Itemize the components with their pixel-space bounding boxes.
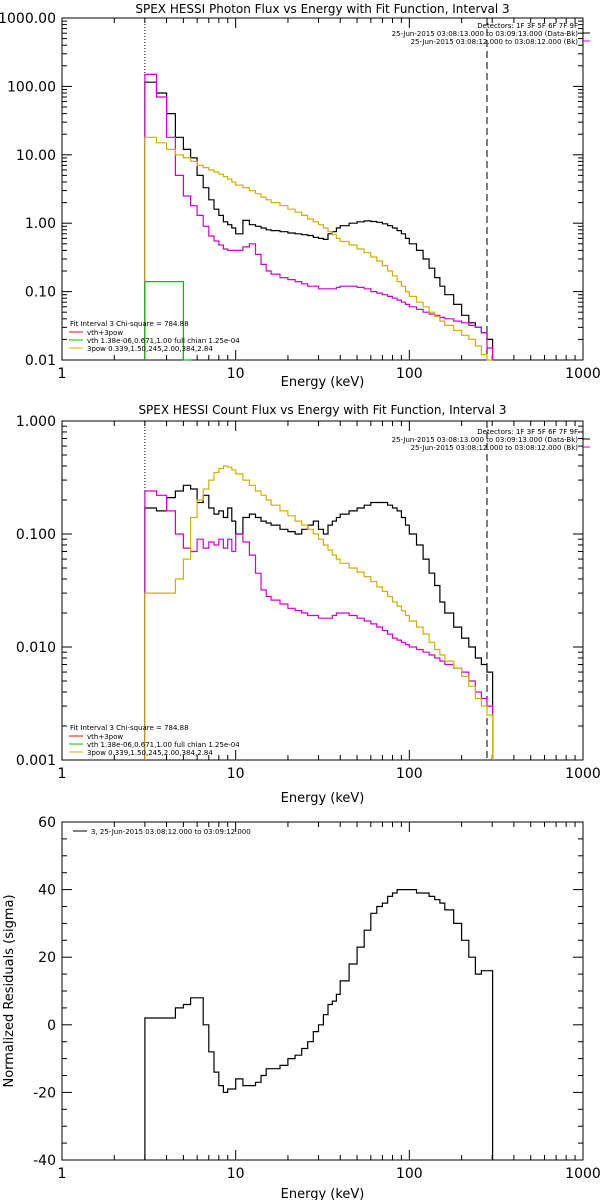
panel3-y-tick-label: -20 (33, 1085, 56, 1101)
panel3-y-tick-label: 60 (38, 815, 56, 831)
panel3-x-tick-label: 100 (396, 1166, 423, 1182)
panel2-y-tick-label: 0.010 (16, 640, 56, 656)
panel2-legend-title: Fit Interval 3 Chi-square = 784.88 (70, 724, 189, 732)
panel2-legend-entry: 3pow 0.339,1.50,245,2.00,384,2.84 (87, 749, 213, 757)
panel1-series-3pow (144, 136, 493, 361)
panel1-y-tick-label: 1000.00 (0, 11, 56, 27)
panel1-legend-entry: vth+3pow (87, 329, 123, 337)
panel1-y-tick-label: 100.00 (7, 79, 56, 95)
panel3-x-axis-label: Energy (keV) (281, 1187, 365, 1200)
panel2-y-tick-label: 1.000 (16, 414, 56, 430)
panel1-header-line: 25-Jun-2015 03:08:13.000 to 03:09:13.000… (392, 30, 579, 38)
panel3-x-tick-label: 1 (58, 1166, 67, 1182)
panel1-plot-frame (61, 17, 584, 361)
panel2-x-tick-label: 1 (58, 766, 67, 782)
panel1-x-axis-label: Energy (keV) (281, 375, 365, 390)
panel2-x-tick-label: 100 (396, 766, 423, 782)
panel1-series-vth (144, 281, 192, 361)
panel2-plot-frame (61, 420, 584, 761)
panel2-x-tick-label: 10 (227, 766, 245, 782)
panel3-y-axis-label: Normalized Residuals (sigma) (2, 894, 17, 1087)
panel1-x-tick-label: 10 (227, 366, 245, 382)
panel2-y-tick-label: 0.100 (16, 527, 56, 543)
panel3-plot-frame (61, 821, 584, 1161)
panel2-title: SPEX HESSI Count Flux vs Energy with Fit… (138, 403, 506, 417)
panel3-x-tick-label: 10 (227, 1166, 245, 1182)
panel1-y-tick-label: 10.00 (16, 148, 56, 164)
panel2-legend-entry: vth 1.38e-06,0.671,1.00 full chian 1.25e… (87, 741, 240, 749)
panel3-series-3-25-jun-2015-03-08-12-000-to-03-09-12-000 (144, 889, 494, 1160)
panel2-x-tick-label: 1000 (565, 766, 600, 782)
panel1-title: SPEX HESSI Photon Flux vs Energy with Fi… (135, 2, 509, 16)
panel2-y-tick-label: 0.001 (16, 753, 56, 769)
panel1-x-tick-label: 1000 (565, 366, 600, 382)
panel3-y-tick-label: 20 (38, 950, 56, 966)
panel1-legend-entry: vth 1.38e-06,0.671,1.00 full chian 1.25e… (87, 337, 240, 345)
panel1-legend-title: Fit Interval 3 Chi-square = 784.88 (70, 320, 189, 328)
panel1-series-data-bk (144, 81, 494, 360)
panel3-y-tick-label: 0 (47, 1018, 56, 1034)
panel2-header-line: 25-Jun-2015 03:08:12.000 to 03:08:12.000… (411, 444, 579, 452)
panel2-series-vth-3pow (144, 490, 494, 760)
panel2-header-line: 25-Jun-2015 03:08:13.000 to 03:09:13.000… (392, 436, 579, 444)
panel2-x-axis-label: Energy (keV) (281, 791, 365, 806)
panel1-y-tick-label: 0.01 (25, 353, 56, 369)
panel3-y-tick-label: -40 (33, 1153, 56, 1169)
panel1-legend-entry: 3pow 0.339,1.50,245,2.00,384,2.84 (87, 345, 213, 353)
panel2-series-data-bk (144, 484, 494, 760)
panel2-legend-entry: vth+3pow (87, 733, 123, 741)
panel1-header-line: Detectors: 1F 3F 5F 6F 7F 9F (477, 22, 578, 30)
panel1-header-line: 25-Jun-2015 03:08:12.000 to 03:08:12.000… (411, 38, 579, 46)
panel2-series-3pow (144, 465, 494, 760)
panel1-x-tick-label: 100 (396, 366, 423, 382)
panel3-y-tick-label: 40 (38, 883, 56, 899)
panel3-x-tick-label: 1000 (565, 1166, 600, 1182)
panel1-y-tick-label: 1.00 (25, 216, 56, 232)
panel1-x-tick-label: 1 (58, 366, 67, 382)
panel2-header-line: Detectors: 1F 3F 5F 6F 7F 9F (477, 428, 578, 436)
panel1-y-tick-label: 0.10 (25, 285, 56, 301)
panel3-legend-entry: 3, 25-Jun-2015 03:08:12.000 to 03:09:12.… (91, 828, 251, 836)
